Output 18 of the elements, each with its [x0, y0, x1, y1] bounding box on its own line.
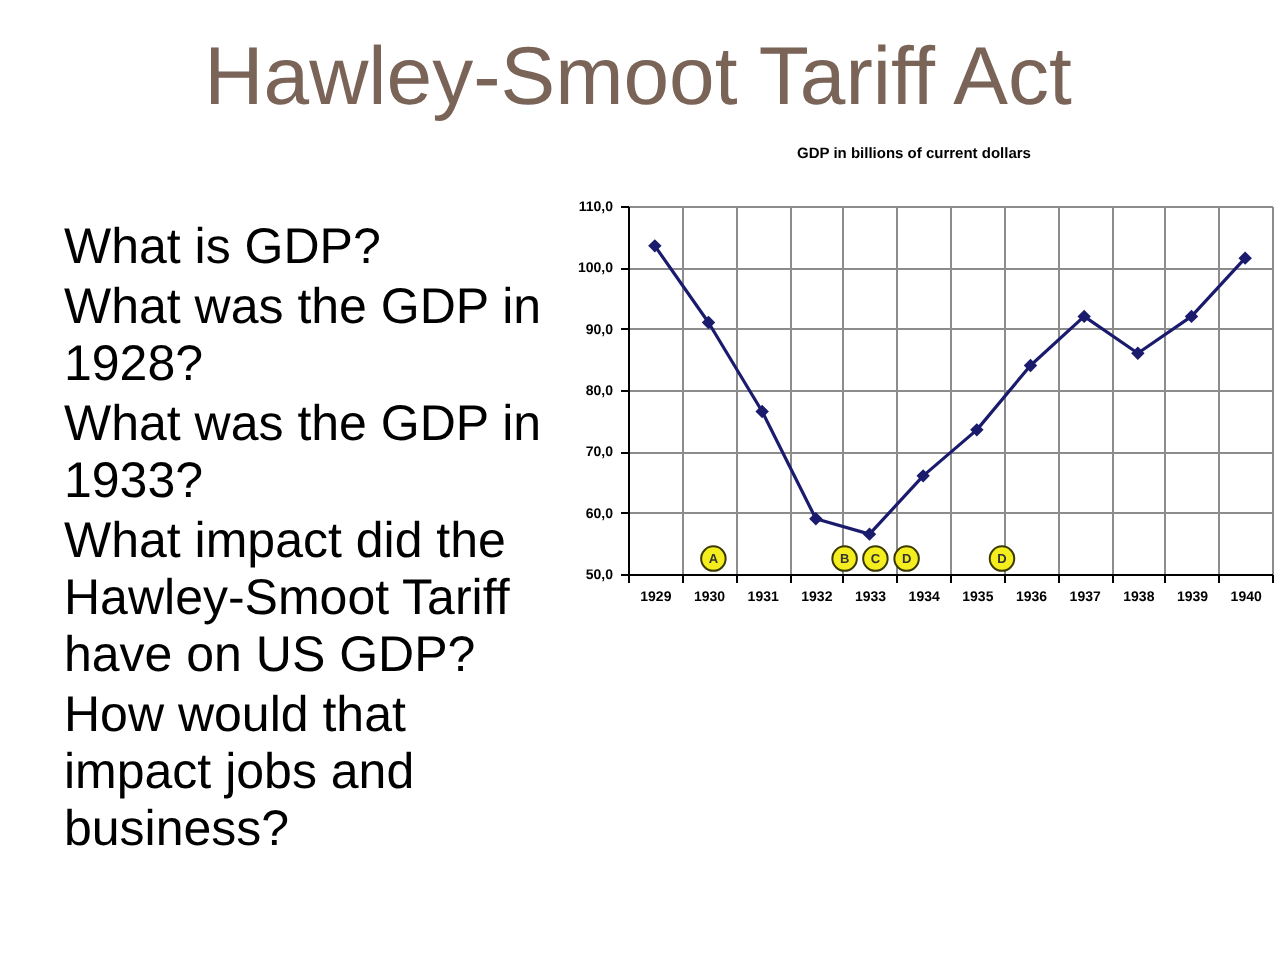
text: What is GDP?	[64, 219, 381, 276]
point	[1131, 346, 1145, 360]
point	[648, 239, 662, 253]
point	[701, 315, 716, 330]
text: What was the GDP in 1933?	[64, 396, 542, 510]
chart-title: Hawley-Smoot Tariff Act	[204, 30, 1073, 122]
text: What impact did the Hawley-Smoot Tariff have on US GDP?	[64, 513, 510, 684]
text: How would that impact jobs and business?	[64, 687, 415, 858]
point	[970, 423, 984, 437]
point	[1184, 309, 1199, 324]
point	[809, 512, 823, 526]
point	[1238, 251, 1252, 265]
point	[862, 527, 877, 541]
point	[1023, 358, 1038, 373]
text: What was the GDP in 1928?	[64, 279, 542, 393]
point	[755, 404, 769, 419]
point	[1077, 309, 1091, 324]
point	[916, 469, 930, 483]
